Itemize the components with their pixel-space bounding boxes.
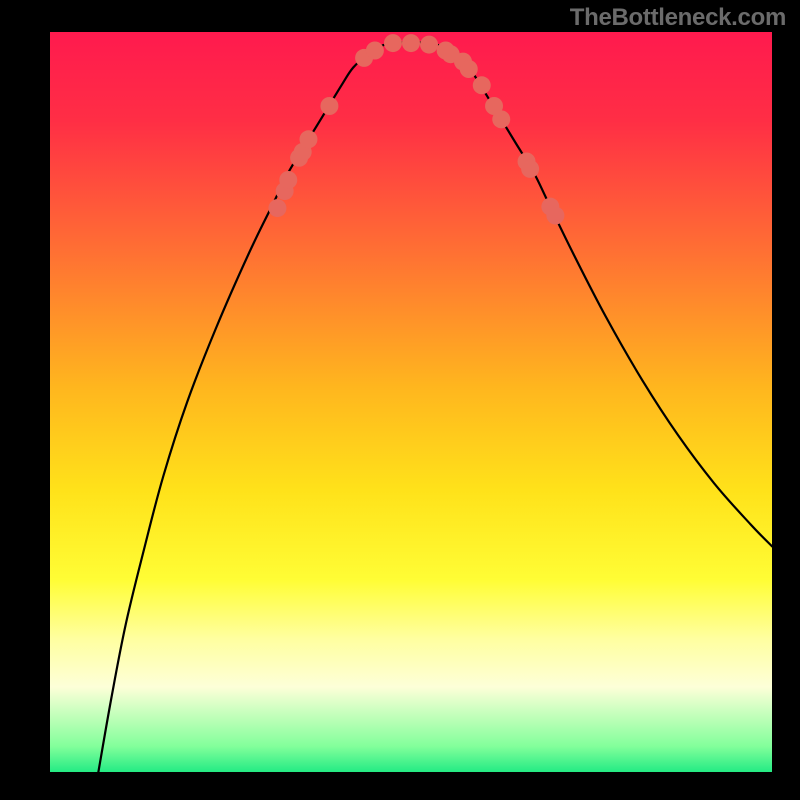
scatter-dot (384, 34, 402, 52)
scatter-dot (473, 76, 491, 94)
scatter-dot (279, 171, 297, 189)
plot-area (50, 32, 772, 772)
scatter-dot (402, 34, 420, 52)
scatter-dot (320, 97, 338, 115)
watermark-text: TheBottleneck.com (570, 4, 786, 32)
chart-outer: TheBottleneck.com (0, 0, 800, 800)
scatter-dot (546, 207, 564, 225)
scatter-dot (299, 130, 317, 148)
scatter-dot (268, 199, 286, 217)
scatter-dot (460, 60, 478, 78)
scatter-dot (492, 110, 510, 128)
scatter-dot (420, 36, 438, 54)
scatter-dot (521, 160, 539, 178)
plot-svg (50, 32, 772, 772)
gradient-background (50, 32, 772, 772)
scatter-dot (366, 42, 384, 60)
